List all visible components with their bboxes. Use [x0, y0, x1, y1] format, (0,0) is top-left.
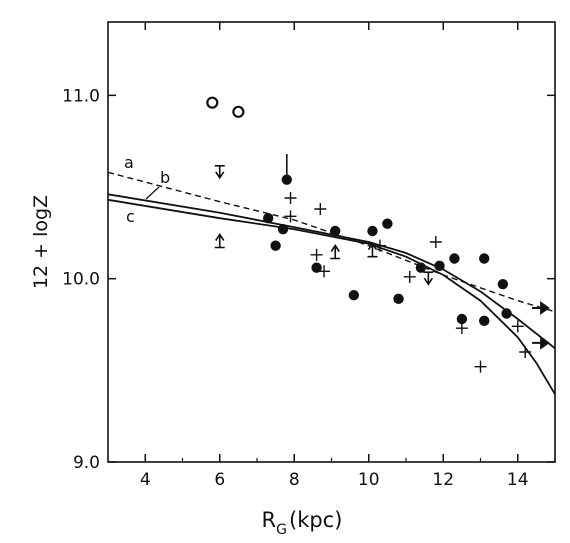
data-point-filled-circle: [434, 260, 445, 272]
data-point-lower-limit: [367, 242, 378, 258]
data-point-filled-circle: [393, 293, 404, 305]
data-point-cross: [318, 265, 331, 278]
x-axis-subscript: G: [276, 522, 287, 538]
data-point-filled-circle: [501, 308, 512, 319]
x-tick-label: 8: [289, 470, 300, 490]
data-point-filled-circle: [497, 278, 509, 290]
data-point-cross: [474, 360, 487, 373]
y-axis-label: 12 + logZ: [30, 195, 52, 289]
data-point-cross: [373, 239, 386, 252]
curve-b: [107, 193, 556, 350]
data-point-filled-circle: [367, 225, 378, 237]
data-point-open-circle: [232, 105, 245, 118]
data-point-cross: [284, 192, 297, 204]
data-point-cross: [455, 322, 468, 335]
data-point-filled-circle: [479, 315, 490, 327]
data-point-cross: [511, 320, 524, 333]
data-point-right-arrow: [532, 335, 550, 350]
data-point-open-circle: [206, 96, 219, 109]
x-axis-unit: (kpc): [289, 508, 342, 532]
plot-frame: [107, 21, 556, 463]
x-tick-label: 4: [140, 470, 151, 490]
y-tick-label: 11.0: [62, 86, 100, 106]
data-point-filled-circle: [449, 253, 460, 264]
data-point-cross: [519, 346, 532, 358]
y-tick-label: 10.0: [62, 270, 100, 290]
curve-label-b: b: [160, 168, 170, 187]
data-points: [206, 96, 550, 373]
data-point-filled-circle: [277, 223, 289, 235]
data-point-lower-limit: [214, 233, 225, 249]
curve-label-b-leader: [145, 186, 160, 200]
x-tick-label: 14: [507, 470, 529, 490]
x-tick-label: 12: [432, 470, 454, 490]
x-tick-label: 10: [358, 470, 380, 490]
data-point-cross: [284, 210, 297, 223]
data-point-filled-circle: [348, 289, 360, 301]
data-point-filled-circle: [382, 218, 393, 229]
data-point-filled-circle: [262, 212, 274, 224]
axis-ticks: 4 6 8 10 12 14 9.0 10.0 11.0: [62, 22, 556, 490]
data-point-filled-circle: [330, 225, 341, 237]
curve-label-c: c: [126, 207, 135, 226]
x-axis-label: RG(kpc): [262, 508, 343, 538]
data-point-upper-limit: [214, 165, 225, 180]
data-point-filled-circle: [311, 262, 322, 273]
data-point-filled-circle: [270, 240, 281, 251]
data-point-cross: [403, 270, 416, 283]
data-point-filled-circle: [415, 262, 427, 273]
model-curves: a b c: [107, 153, 556, 395]
axis-labels: 12 + logZ RG(kpc): [30, 195, 342, 538]
data-point-right-arrow: [532, 301, 550, 315]
curve-label-a: a: [124, 153, 134, 172]
curve-a: [107, 171, 556, 313]
data-point-cross: [429, 236, 442, 248]
x-tick-label: 6: [214, 470, 225, 490]
data-point-lower-limit: [330, 244, 341, 260]
data-point-cross: [310, 248, 323, 261]
x-axis-symbol: R: [262, 508, 277, 532]
data-point-filled-circle: [456, 313, 468, 325]
data-point-upper-limit: [423, 271, 434, 286]
data-point-filled-circle: [479, 253, 490, 264]
data-point-cross: [314, 203, 327, 215]
y-tick-label: 9.0: [73, 453, 100, 473]
